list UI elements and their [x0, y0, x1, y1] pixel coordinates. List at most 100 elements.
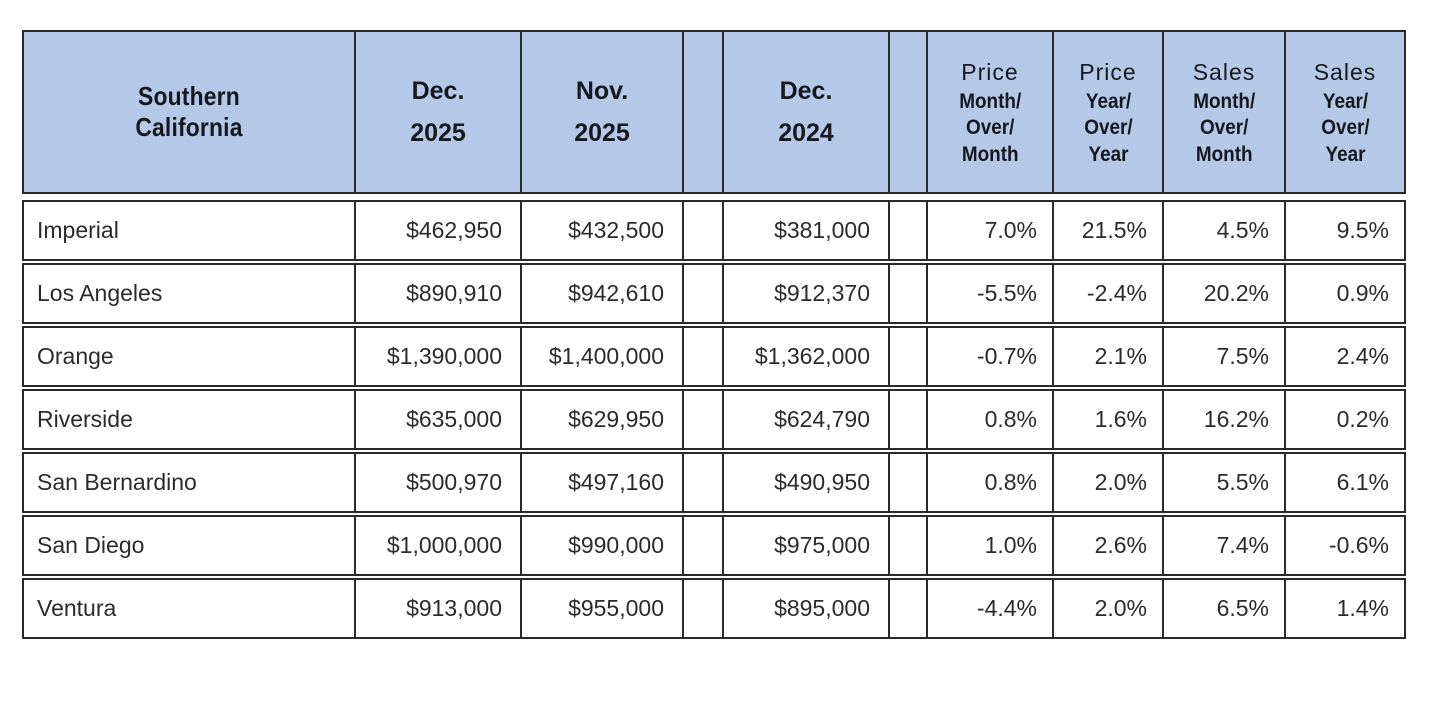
header-sales-yoy-sub3: Year — [1324, 141, 1365, 166]
sales-yoy-cell: 6.1% — [1286, 454, 1404, 511]
header-spacer-cell — [684, 32, 722, 192]
sales-yoy-cell: 9.5% — [1286, 202, 1404, 259]
sales-mom-cell: 20.2% — [1164, 265, 1284, 322]
price-mom-cell: -5.5% — [928, 265, 1052, 322]
price-yoy-cell: -2.4% — [1054, 265, 1162, 322]
header-spacer-cell — [890, 32, 926, 192]
header-dec-2024-month: Dec. — [779, 76, 833, 105]
spacer-cell — [890, 202, 926, 259]
price-yoy-cell: 2.6% — [1054, 517, 1162, 574]
table-row: Los Angeles $890,910 $942,610 $912,370 -… — [22, 263, 1406, 324]
table-body: Imperial $462,950 $432,500 $381,000 7.0%… — [22, 200, 1406, 639]
spacer-cell — [890, 265, 926, 322]
dec-2025-cell: $500,970 — [356, 454, 520, 511]
price-yoy-cell: 21.5% — [1054, 202, 1162, 259]
dec-2024-cell: $381,000 — [724, 202, 888, 259]
table-row: Orange $1,390,000 $1,400,000 $1,362,000 … — [22, 326, 1406, 387]
county-cell: San Diego — [24, 517, 354, 574]
dec-2025-cell: $635,000 — [356, 391, 520, 448]
dec-2024-cell: $490,950 — [724, 454, 888, 511]
table-row: Riverside $635,000 $629,950 $624,790 0.8… — [22, 389, 1406, 450]
sales-yoy-cell: -0.6% — [1286, 517, 1404, 574]
header-dec-2025: Dec. 2025 — [356, 32, 520, 192]
header-price-mom-sub2: Over/ — [965, 115, 1015, 140]
header-price-yoy-sub3: Year — [1087, 141, 1128, 166]
socal-housing-table: Southern California Dec. 2025 Nov. 2025 — [22, 30, 1406, 641]
spacer-cell — [684, 328, 722, 385]
dec-2025-cell: $890,910 — [356, 265, 520, 322]
sales-yoy-cell: 1.4% — [1286, 580, 1404, 637]
dec-2025-cell: $1,000,000 — [356, 517, 520, 574]
nov-2025-cell: $955,000 — [522, 580, 682, 637]
header-sales-mom-sub1: Month/ — [1192, 88, 1255, 113]
table-row: San Bernardino $500,970 $497,160 $490,95… — [22, 452, 1406, 513]
header-sales-yoy-sub1: Year/ — [1322, 88, 1368, 113]
nov-2025-cell: $497,160 — [522, 454, 682, 511]
header-sales-mom-sub3: Month — [1195, 141, 1253, 166]
spacer-cell — [890, 454, 926, 511]
price-yoy-cell: 1.6% — [1054, 391, 1162, 448]
header-dec-2024: Dec. 2024 — [724, 32, 888, 192]
spacer-cell — [890, 517, 926, 574]
header-dec-2025-year: 2025 — [410, 118, 466, 147]
price-yoy-cell: 2.1% — [1054, 328, 1162, 385]
nov-2025-cell: $942,610 — [522, 265, 682, 322]
header-sales-yoy: Sales Year/ Over/ Year — [1286, 32, 1404, 192]
dec-2025-cell: $1,390,000 — [356, 328, 520, 385]
dec-2024-cell: $624,790 — [724, 391, 888, 448]
header-sales-yoy-sub2: Over/ — [1320, 115, 1370, 140]
header-sales-yoy-top: Sales — [1313, 58, 1377, 85]
table-row: Ventura $913,000 $955,000 $895,000 -4.4%… — [22, 578, 1406, 639]
table-header-row: Southern California Dec. 2025 Nov. 2025 — [22, 30, 1406, 194]
table-row: Imperial $462,950 $432,500 $381,000 7.0%… — [22, 200, 1406, 261]
sales-yoy-cell: 0.2% — [1286, 391, 1404, 448]
spacer-cell — [684, 391, 722, 448]
spacer-cell — [890, 391, 926, 448]
sales-mom-cell: 6.5% — [1164, 580, 1284, 637]
spacer-cell — [684, 580, 722, 637]
dec-2024-cell: $912,370 — [724, 265, 888, 322]
header-nov-2025-month: Nov. — [575, 76, 629, 105]
spacer-cell — [684, 265, 722, 322]
dec-2024-cell: $895,000 — [724, 580, 888, 637]
dec-2024-cell: $1,362,000 — [724, 328, 888, 385]
price-yoy-cell: 2.0% — [1054, 580, 1162, 637]
table-row: San Diego $1,000,000 $990,000 $975,000 1… — [22, 515, 1406, 576]
nov-2025-cell: $1,400,000 — [522, 328, 682, 385]
header-nov-2025: Nov. 2025 — [522, 32, 682, 192]
sales-yoy-cell: 2.4% — [1286, 328, 1404, 385]
county-cell: Orange — [24, 328, 354, 385]
nov-2025-cell: $990,000 — [522, 517, 682, 574]
header-price-mom-sub3: Month — [961, 141, 1019, 166]
header-sales-mom-top: Sales — [1192, 58, 1256, 85]
header-sales-mom: Sales Month/ Over/ Month — [1164, 32, 1284, 192]
header-region-line2: California — [135, 112, 243, 142]
spacer-cell — [890, 328, 926, 385]
header-price-yoy-sub2: Over/ — [1083, 115, 1133, 140]
nov-2025-cell: $629,950 — [522, 391, 682, 448]
header-nov-2025-year: 2025 — [574, 118, 630, 147]
sales-mom-cell: 7.5% — [1164, 328, 1284, 385]
header-price-mom-top: Price — [961, 58, 1019, 85]
spacer-cell — [684, 517, 722, 574]
sales-yoy-cell: 0.9% — [1286, 265, 1404, 322]
price-yoy-cell: 2.0% — [1054, 454, 1162, 511]
spacer-cell — [684, 202, 722, 259]
spacer-cell — [684, 454, 722, 511]
county-cell: Ventura — [24, 580, 354, 637]
nov-2025-cell: $432,500 — [522, 202, 682, 259]
header-price-yoy-top: Price — [1079, 58, 1137, 85]
header-price-yoy-sub1: Year/ — [1085, 88, 1131, 113]
sales-mom-cell: 16.2% — [1164, 391, 1284, 448]
county-cell: Los Angeles — [24, 265, 354, 322]
header-price-yoy: Price Year/ Over/ Year — [1054, 32, 1162, 192]
spacer-cell — [890, 580, 926, 637]
price-mom-cell: 0.8% — [928, 454, 1052, 511]
header-dec-2025-month: Dec. — [411, 76, 465, 105]
county-cell: San Bernardino — [24, 454, 354, 511]
header-region: Southern California — [24, 32, 354, 192]
price-mom-cell: 7.0% — [928, 202, 1052, 259]
county-cell: Imperial — [24, 202, 354, 259]
header-dec-2024-year: 2024 — [778, 118, 834, 147]
